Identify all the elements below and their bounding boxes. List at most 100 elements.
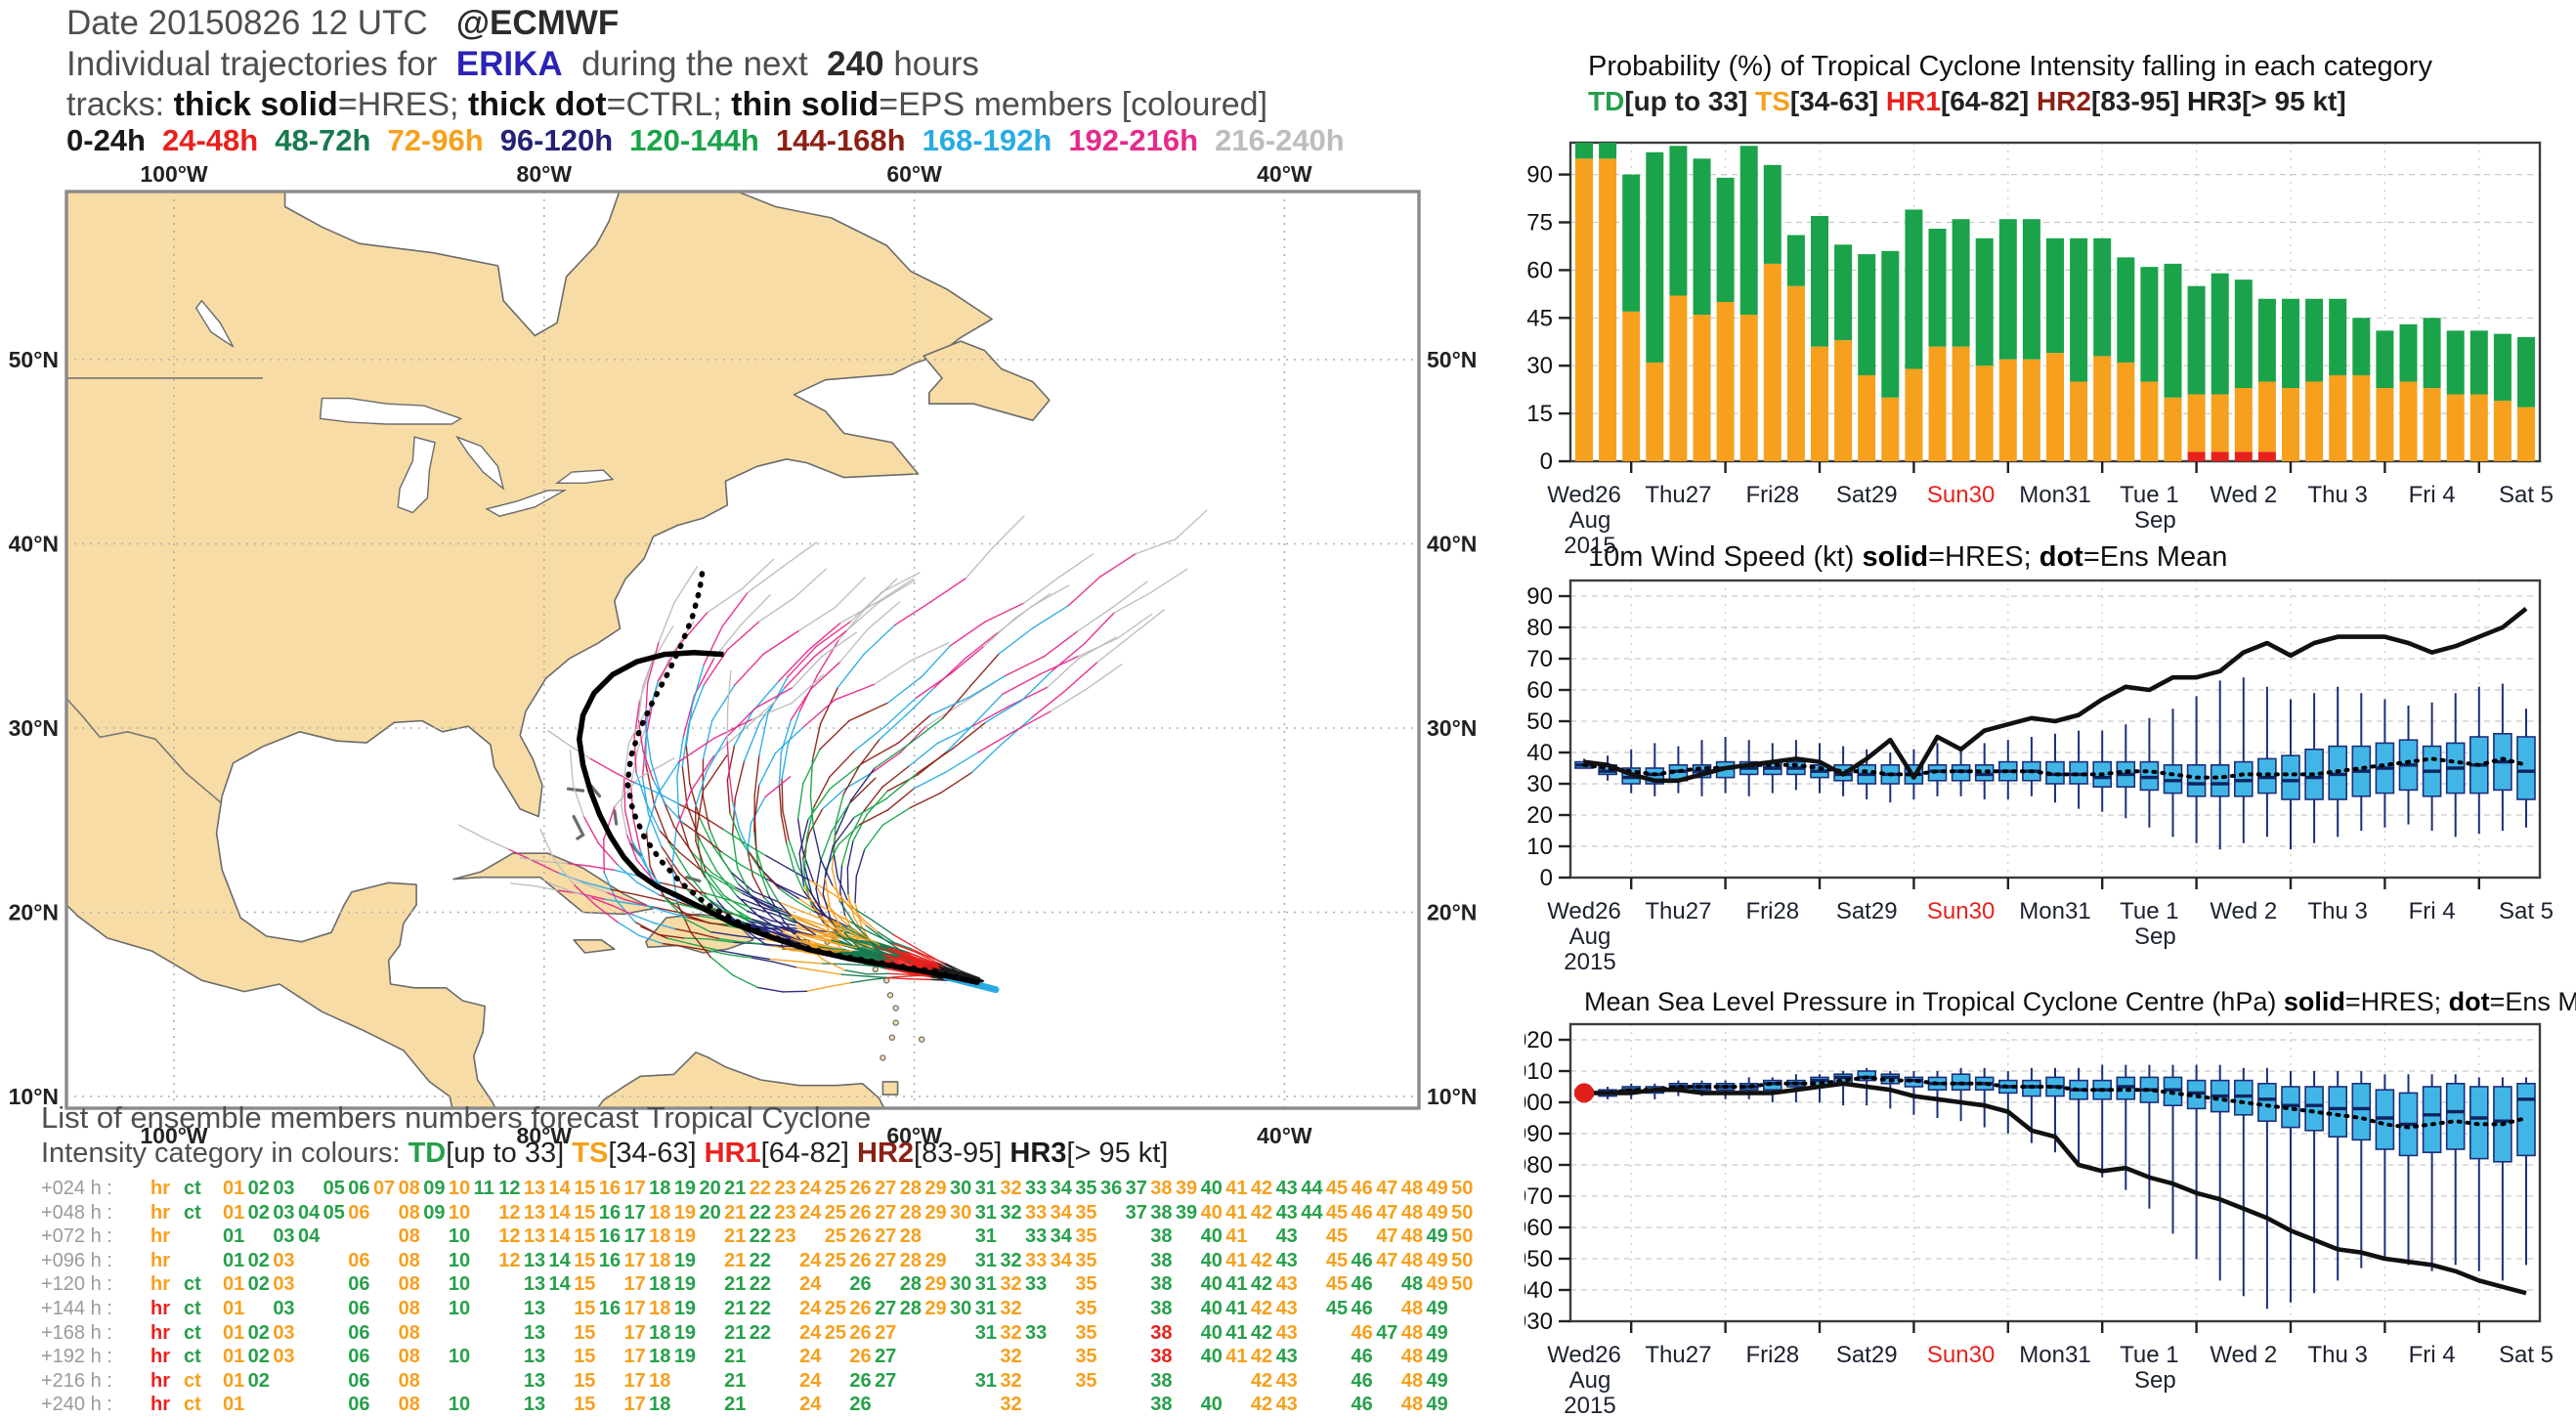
member-cell: 19 bbox=[673, 1178, 697, 1199]
header-trajectory-line: Individual trajectories for ERIKA during… bbox=[66, 45, 979, 84]
member-cell: 06 bbox=[348, 1201, 370, 1224]
member-cell: 16 bbox=[598, 1297, 622, 1319]
category-HR2: HR2 bbox=[2036, 86, 2091, 116]
ensemble-members-table: +024 h : hr ct 01 02 03 05 06 07 08 09 10 11 12 13 14 15… bbox=[41, 1177, 1477, 1417]
member-cell: 13 bbox=[523, 1321, 546, 1344]
member-cell: 49 bbox=[1426, 1394, 1448, 1416]
member-cell: 48 bbox=[1400, 1297, 1424, 1319]
member-cell: 49 bbox=[1426, 1201, 1448, 1224]
member-cell: 50 bbox=[1451, 1201, 1474, 1224]
member-cell: 10 bbox=[448, 1178, 471, 1199]
svg-text:10°N: 10°N bbox=[1427, 1084, 1477, 1109]
member-cell: 47 bbox=[1376, 1249, 1398, 1271]
hres-cell: hr bbox=[150, 1225, 170, 1248]
member-cell: 43 bbox=[1275, 1394, 1298, 1416]
member-cell: 28 bbox=[899, 1225, 922, 1248]
member-cell: 31 bbox=[974, 1369, 997, 1392]
member-cell: 13 bbox=[523, 1297, 546, 1319]
member-cell: 32 bbox=[1000, 1297, 1022, 1319]
member-cell: 32 bbox=[1000, 1273, 1022, 1296]
member-cell: 29 bbox=[924, 1201, 947, 1224]
table-row: +192 h : hr ct 01 02 03 06 08 10 13 15 17 18 19 21 24 26… bbox=[41, 1345, 1477, 1369]
member-cell: 37 bbox=[1125, 1178, 1147, 1199]
member-cell: 46 bbox=[1351, 1273, 1373, 1296]
svg-text:20: 20 bbox=[1526, 802, 1553, 829]
member-cell: 38 bbox=[1150, 1394, 1173, 1416]
member-cell: 36 bbox=[1099, 1178, 1123, 1199]
member-cell: 15 bbox=[574, 1225, 596, 1248]
hres-track bbox=[577, 649, 978, 985]
category-HR3: HR3 bbox=[1009, 1138, 1067, 1169]
forecast-hour-label: +048 h : bbox=[41, 1201, 112, 1224]
svg-text:960: 960 bbox=[1524, 1215, 1553, 1241]
member-cell: 16 bbox=[598, 1201, 622, 1224]
member-cell: 23 bbox=[774, 1225, 796, 1248]
member-cell: 21 bbox=[724, 1273, 747, 1296]
member-cell: 08 bbox=[398, 1201, 420, 1224]
member-cell: 26 bbox=[849, 1394, 872, 1416]
member-cell: 50 bbox=[1451, 1249, 1474, 1271]
member-cell: 30 bbox=[950, 1178, 972, 1199]
member-cell: 42 bbox=[1250, 1273, 1273, 1296]
category-HR1: HR1 bbox=[1885, 86, 1941, 116]
svg-text:Wed26: Wed26 bbox=[1547, 1342, 1621, 1368]
svg-text:40°W: 40°W bbox=[1257, 161, 1312, 187]
member-cell: 49 bbox=[1426, 1321, 1448, 1344]
member-cell: 22 bbox=[749, 1225, 772, 1248]
legend-ctrl-eq: =CTRL; bbox=[606, 86, 732, 123]
legend-eps: thin solid bbox=[731, 86, 880, 123]
member-cell: 24 bbox=[799, 1297, 822, 1319]
member-cell: 17 bbox=[623, 1321, 646, 1344]
member-cell: 02 bbox=[247, 1321, 270, 1344]
member-cell: 17 bbox=[623, 1178, 646, 1199]
member-cell: 12 bbox=[498, 1225, 521, 1248]
table-row: +120 h : hr ct 01 02 03 06 08 10 13 14 15 17 18 19 21 22… bbox=[41, 1272, 1477, 1297]
member-cell: 01 bbox=[223, 1178, 245, 1199]
member-cell: 44 bbox=[1301, 1178, 1323, 1199]
svg-text:Fri 4: Fri 4 bbox=[2409, 1342, 2456, 1368]
table-row: +024 h : hr ct 01 02 03 05 06 07 08 09 10 11 12 13 14 15… bbox=[41, 1177, 1477, 1201]
member-cell: 31 bbox=[974, 1201, 997, 1224]
member-cell: 22 bbox=[749, 1321, 772, 1344]
member-cell: 48 bbox=[1400, 1394, 1424, 1416]
svg-text:980: 980 bbox=[1524, 1152, 1553, 1179]
svg-text:20°N: 20°N bbox=[1427, 900, 1477, 925]
member-cell: 12 bbox=[498, 1201, 521, 1224]
ctrl-cell: ct bbox=[184, 1201, 201, 1224]
forecast-hour-label: +168 h : bbox=[41, 1321, 112, 1344]
member-cell: 47 bbox=[1376, 1178, 1398, 1199]
member-cell: 23 bbox=[774, 1201, 796, 1224]
member-cell: 26 bbox=[849, 1369, 872, 1392]
hres-cell: hr bbox=[150, 1321, 170, 1344]
forecast-hour-label: +072 h : bbox=[41, 1225, 112, 1248]
member-cell: 29 bbox=[924, 1249, 947, 1271]
member-cell: 15 bbox=[574, 1273, 596, 1296]
time-range-216-240h: 216-240h bbox=[1215, 123, 1345, 157]
svg-text:Tue 1: Tue 1 bbox=[2120, 482, 2178, 508]
member-cell: 31 bbox=[974, 1297, 997, 1319]
member-cell: 17 bbox=[623, 1346, 646, 1368]
member-cell: 34 bbox=[1050, 1178, 1072, 1199]
time-range-24-48h: 24-48h bbox=[161, 123, 259, 157]
member-cell: 14 bbox=[548, 1225, 571, 1248]
member-cell: 45 bbox=[1325, 1201, 1349, 1224]
member-cell: 06 bbox=[348, 1394, 370, 1416]
member-cell: 32 bbox=[1000, 1201, 1022, 1224]
member-cell: 34 bbox=[1050, 1225, 1072, 1248]
header-date-line: Date 20150826 12 UTC @ECMWF bbox=[66, 4, 619, 43]
member-cell: 15 bbox=[574, 1321, 596, 1344]
member-cell: 03 bbox=[273, 1297, 295, 1319]
member-cell: 32 bbox=[1000, 1321, 1022, 1344]
member-cell: 18 bbox=[649, 1394, 671, 1416]
member-cell: 08 bbox=[398, 1178, 420, 1199]
member-cell: 49 bbox=[1426, 1297, 1448, 1319]
member-cell: 21 bbox=[724, 1225, 747, 1248]
member-cell: 35 bbox=[1075, 1321, 1097, 1344]
member-cell: 21 bbox=[724, 1394, 747, 1416]
member-cell: 18 bbox=[649, 1346, 671, 1368]
member-cell: 10 bbox=[448, 1225, 471, 1248]
table-row: +240 h : hr ct 01 06 08 10 13 15 17 18 21 24 26 32 38 40… bbox=[41, 1393, 1477, 1417]
member-cell: 42 bbox=[1250, 1346, 1273, 1368]
